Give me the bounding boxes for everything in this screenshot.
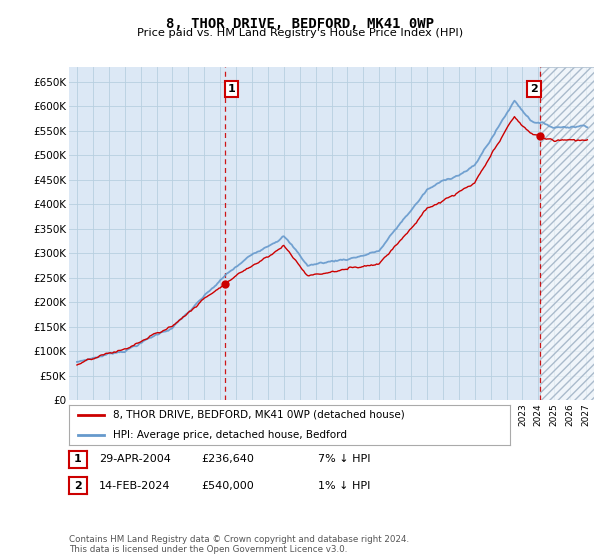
Text: 2: 2 xyxy=(74,480,82,491)
Text: 8, THOR DRIVE, BEDFORD, MK41 0WP (detached house): 8, THOR DRIVE, BEDFORD, MK41 0WP (detach… xyxy=(113,410,405,420)
Text: 1: 1 xyxy=(228,84,236,94)
Text: HPI: Average price, detached house, Bedford: HPI: Average price, detached house, Bedf… xyxy=(113,430,347,440)
Text: Contains HM Land Registry data © Crown copyright and database right 2024.
This d: Contains HM Land Registry data © Crown c… xyxy=(69,535,409,554)
Text: 8, THOR DRIVE, BEDFORD, MK41 0WP: 8, THOR DRIVE, BEDFORD, MK41 0WP xyxy=(166,17,434,31)
Text: 14-FEB-2024: 14-FEB-2024 xyxy=(99,480,170,491)
Text: 29-APR-2004: 29-APR-2004 xyxy=(99,454,171,464)
Text: 2: 2 xyxy=(530,84,538,94)
Text: 1% ↓ HPI: 1% ↓ HPI xyxy=(318,480,370,491)
Text: £540,000: £540,000 xyxy=(201,480,254,491)
Text: 7% ↓ HPI: 7% ↓ HPI xyxy=(318,454,371,464)
Text: Price paid vs. HM Land Registry's House Price Index (HPI): Price paid vs. HM Land Registry's House … xyxy=(137,28,463,38)
Bar xyxy=(540,67,594,400)
Text: 1: 1 xyxy=(74,454,82,464)
Bar xyxy=(540,67,594,400)
Text: £236,640: £236,640 xyxy=(201,454,254,464)
